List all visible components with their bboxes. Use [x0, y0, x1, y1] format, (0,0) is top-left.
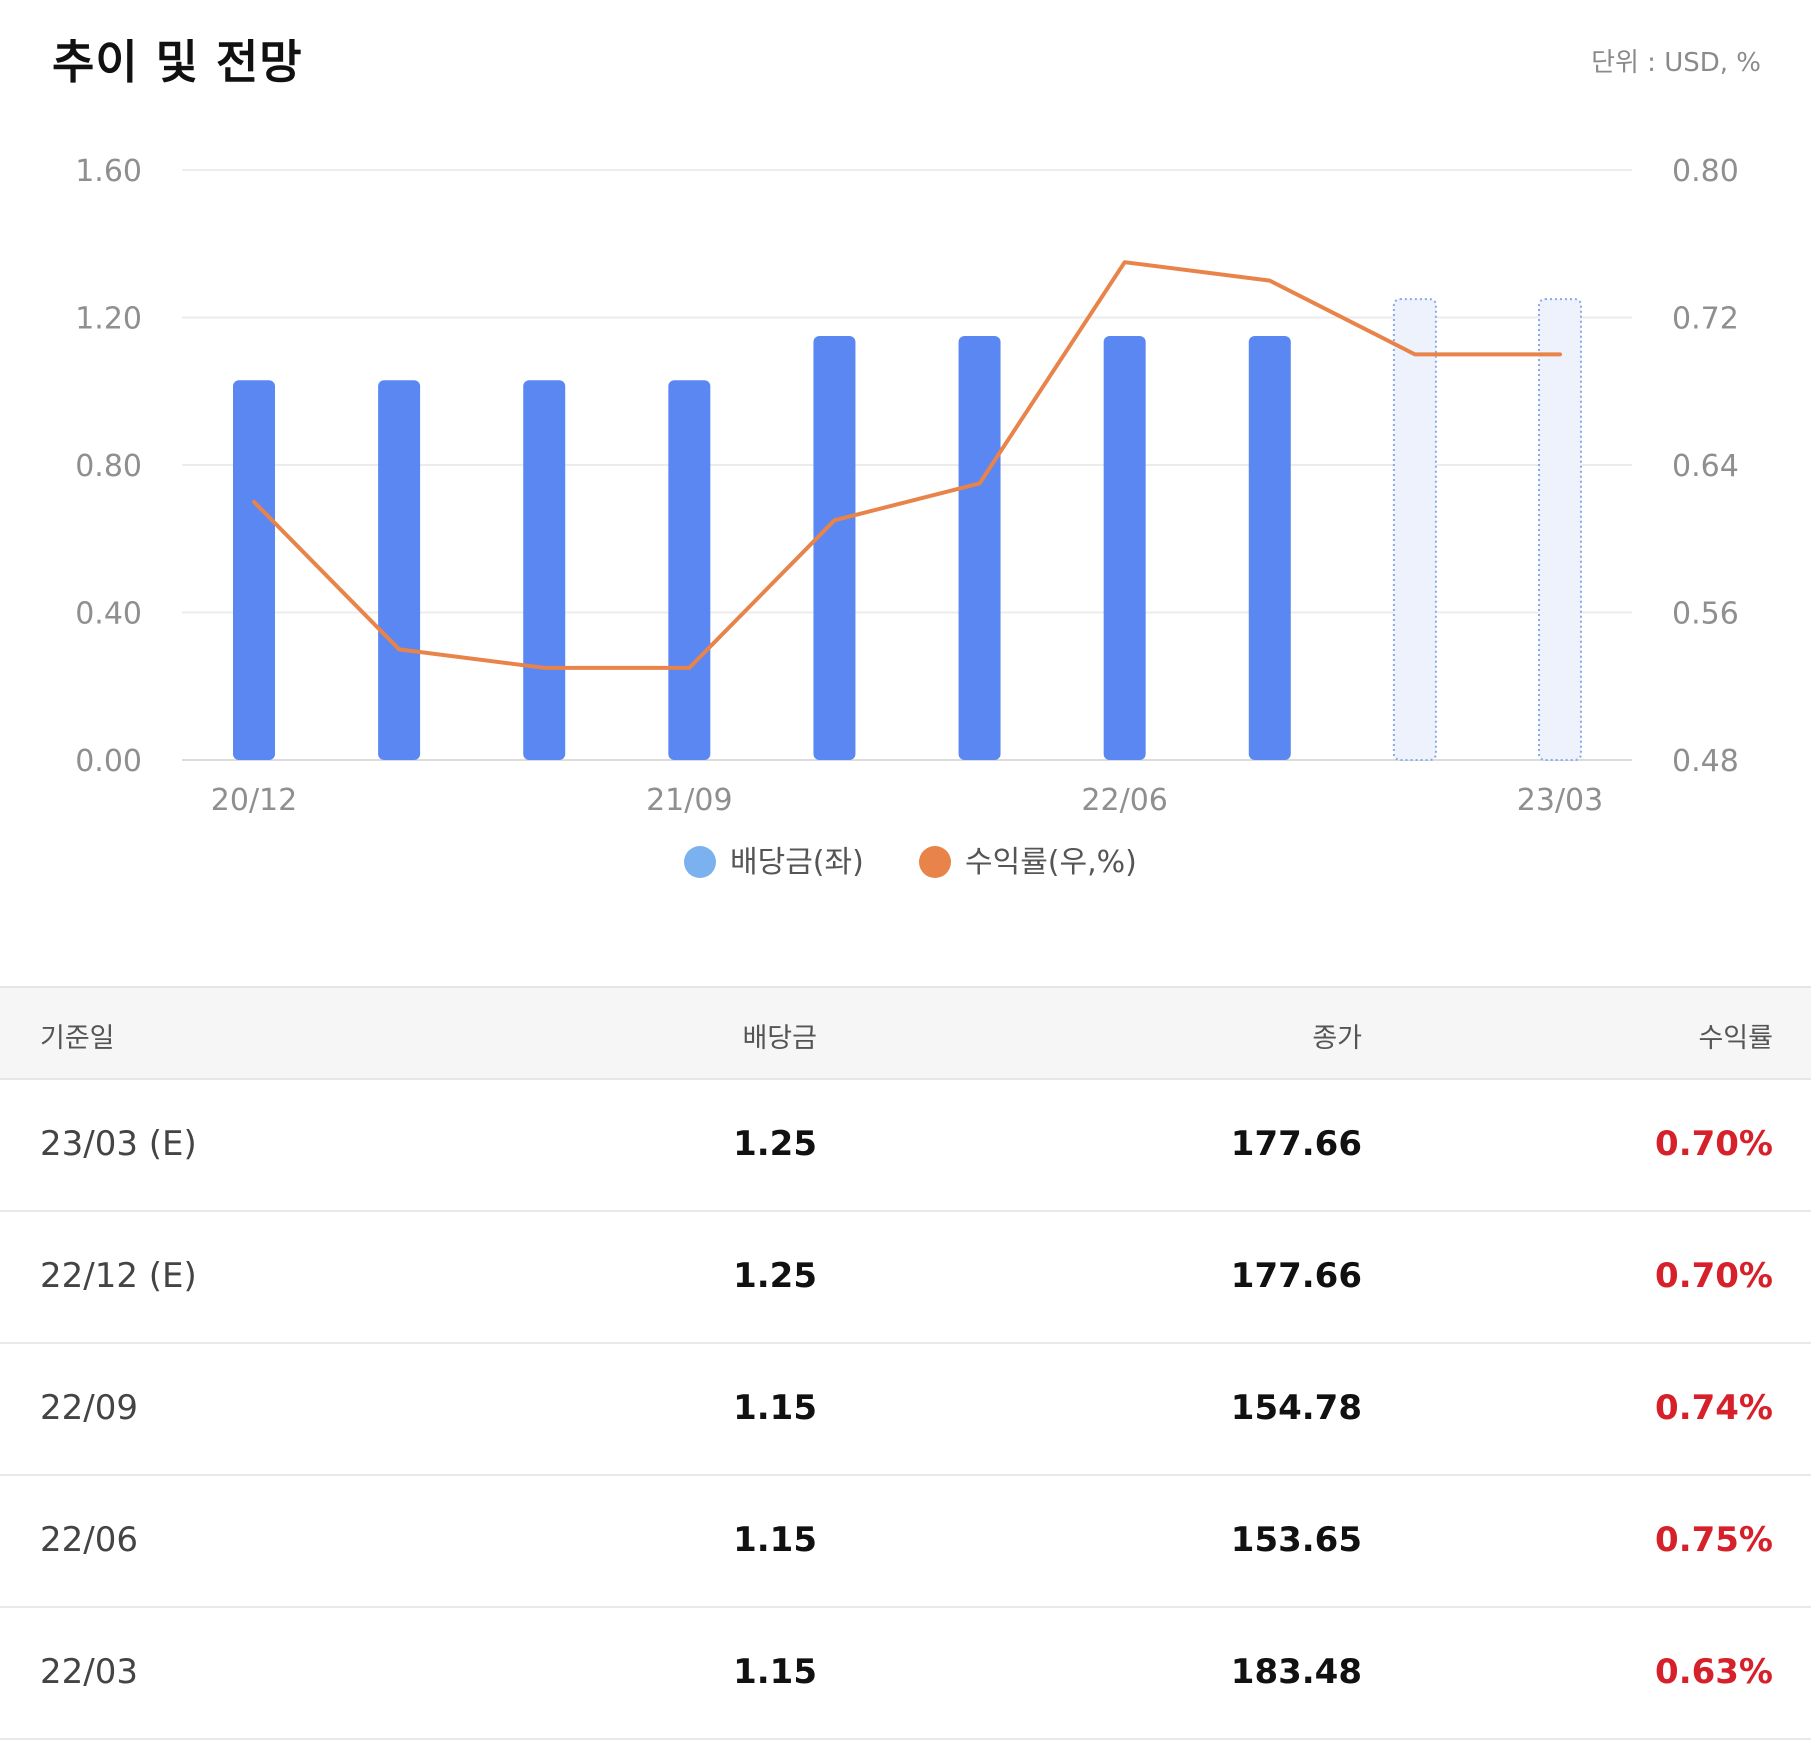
- cell-dividend: 1.15: [733, 1520, 817, 1560]
- cell-date: 22/09: [40, 1388, 138, 1428]
- table-row: 23/03 (E) 1.25 177.66 0.70%: [0, 1080, 1811, 1212]
- header-dividend: 배당금: [742, 1023, 817, 1054]
- chart-svg: 0.00 0.40 0.80 1.20 1.60 0.48 0.56 0.64 0.72 0.80…: [75, 154, 1739, 880]
- cell-close: 153.65: [1230, 1520, 1362, 1560]
- cell-date: 22/12 (E): [40, 1256, 197, 1296]
- cell-date: 23/03 (E): [40, 1124, 197, 1164]
- dividend-bar: [1248, 335, 1291, 760]
- y-left-tick-label: 0.80: [75, 449, 142, 484]
- yield-line: [252, 260, 1562, 670]
- page-header: 추이 및 전망 단위 : USD, %: [0, 0, 1811, 120]
- unit-label: 단위 : USD, %: [1591, 48, 1761, 78]
- legend-dot: [684, 846, 716, 878]
- cell-yield: 0.75%: [1655, 1520, 1773, 1560]
- legend-dot: [919, 846, 951, 878]
- legend-item: 수익률(우,%): [919, 845, 1137, 880]
- y-right-tick-label: 0.64: [1672, 449, 1739, 484]
- cell-date: 22/03: [40, 1652, 138, 1692]
- legend-label: 수익률(우,%): [965, 845, 1137, 880]
- y-right-tick-label: 0.48: [1672, 744, 1739, 779]
- cell-dividend: 1.15: [733, 1652, 817, 1692]
- legend-label: 배당금(좌): [730, 845, 864, 880]
- dividend-bar: [958, 335, 1001, 760]
- x-tick-label: 22/06: [1081, 783, 1167, 818]
- cell-yield: 0.63%: [1655, 1652, 1773, 1692]
- dividend-table: 기준일 배당금 종가 수익률 23/03 (E) 1.25 177.66 0.7…: [0, 986, 1811, 1740]
- header-close: 종가: [1312, 1023, 1362, 1054]
- y-right-tick-label: 0.56: [1672, 597, 1739, 632]
- y-right-tick-label: 0.80: [1672, 154, 1739, 189]
- cell-yield: 0.70%: [1655, 1256, 1773, 1296]
- dividend-chart: 0.00 0.40 0.80 1.20 1.60 0.48 0.56 0.64 0.72 0.80…: [0, 120, 1811, 940]
- cell-dividend: 1.15: [733, 1388, 817, 1428]
- y-left-tick-label: 1.20: [75, 302, 142, 337]
- table-row: 22/03 1.15 183.48 0.63%: [0, 1608, 1811, 1740]
- dividend-bar: [1103, 335, 1146, 760]
- x-tick-label: 23/03: [1517, 783, 1603, 818]
- dividend-bar-estimated: [1392, 298, 1437, 761]
- table-row: 22/12 (E) 1.25 177.66 0.70%: [0, 1212, 1811, 1344]
- y-right-tick-label: 0.72: [1672, 302, 1739, 337]
- cell-dividend: 1.25: [733, 1256, 817, 1296]
- cell-close: 154.78: [1230, 1388, 1362, 1428]
- dividend-bar: [523, 380, 566, 760]
- header-date: 기준일: [40, 1023, 115, 1054]
- table-header: 기준일 배당금 종가 수익률: [0, 986, 1811, 1080]
- x-tick-label: 21/09: [646, 783, 732, 818]
- y-left-tick-label: 0.00: [75, 744, 142, 779]
- cell-date: 22/06: [40, 1520, 138, 1560]
- header-yield: 수익률: [1698, 1023, 1773, 1054]
- cell-close: 177.66: [1230, 1256, 1362, 1296]
- cell-yield: 0.74%: [1655, 1388, 1773, 1428]
- page-title: 추이 및 전망: [52, 35, 303, 89]
- y-left-tick-label: 1.60: [75, 154, 142, 189]
- cell-dividend: 1.25: [733, 1124, 817, 1164]
- dividend-bar: [668, 380, 711, 760]
- x-tick-label: 20/12: [211, 783, 297, 818]
- y-left-tick-label: 0.40: [75, 597, 142, 632]
- dividend-bar: [813, 335, 856, 760]
- cell-close: 177.66: [1230, 1124, 1362, 1164]
- cell-close: 183.48: [1230, 1652, 1362, 1692]
- table-row: 22/09 1.15 154.78 0.74%: [0, 1344, 1811, 1476]
- table-row: 22/06 1.15 153.65 0.75%: [0, 1476, 1811, 1608]
- legend-item: 배당금(좌): [684, 845, 864, 880]
- dividend-bar-estimated: [1538, 298, 1582, 761]
- dividend-bar: [378, 380, 421, 760]
- dividend-bar: [233, 380, 275, 760]
- cell-yield: 0.70%: [1655, 1124, 1773, 1164]
